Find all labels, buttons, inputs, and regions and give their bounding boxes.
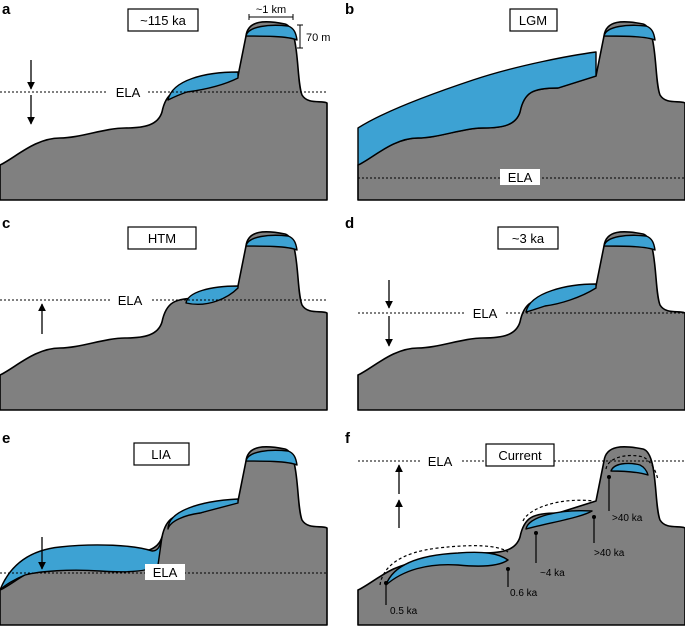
age-label-40-upper: >40 ka — [612, 513, 643, 524]
scale-height-label: 70 m — [306, 32, 330, 44]
ice-summit-cap — [603, 24, 656, 41]
ela-label-bg — [420, 453, 460, 469]
period-label: LIA — [151, 447, 171, 462]
period-label: HTM — [148, 231, 176, 246]
sample-markers: 0.5 ka 0.6 ka ~4 ka >40 ka >40 ka — [384, 475, 643, 617]
ela-label-bg — [110, 292, 150, 308]
ela-label: ELA — [508, 170, 533, 185]
terrain — [357, 230, 685, 411]
ela-label-bg — [500, 169, 540, 185]
panel-letter: d — [345, 215, 354, 232]
ice-summit-cap — [245, 449, 298, 466]
ela-label: ELA — [428, 454, 453, 469]
age-label-0-5: 0.5 ka — [390, 606, 418, 617]
period-label: ~3 ka — [512, 231, 545, 246]
period-label-box — [497, 226, 559, 250]
period-label-box — [133, 442, 190, 466]
panel-e: e ELA LIA — [0, 430, 328, 626]
panel-letter: e — [2, 430, 10, 447]
ela-label: ELA — [116, 85, 141, 100]
ela-label-bg — [465, 305, 505, 321]
panel-letter: c — [2, 215, 10, 232]
scale-width-label: ~1 km — [256, 4, 286, 16]
panel-f: f ELA Current 0.5 ka 0.6 ka ~4 ka — [345, 430, 685, 626]
panel-c: c ELA HTM — [0, 215, 328, 411]
period-label: LGM — [519, 13, 547, 28]
age-label-4: ~4 ka — [540, 568, 565, 579]
age-label-0-6: 0.6 ka — [510, 588, 538, 599]
ice-summit-cap — [603, 234, 656, 251]
former-extent-middle — [522, 499, 595, 522]
ice-summit-cap — [245, 24, 298, 41]
panel-letter: b — [345, 1, 354, 18]
ela-label: ELA — [153, 565, 178, 580]
period-label-box — [127, 8, 199, 32]
ice-lia-glacier — [0, 536, 163, 591]
ice-current-lower — [385, 551, 509, 586]
ice-lower-glacier — [525, 283, 597, 313]
panel-a: a ELA ~115 ka ~1 km 70 m — [0, 1, 330, 201]
ice-lower-glacier — [185, 285, 239, 305]
former-extent-lower — [379, 545, 509, 586]
period-label-box — [485, 443, 555, 467]
ice-summit-cap — [245, 234, 298, 251]
ice-current-summit — [610, 462, 649, 476]
panel-letter: a — [2, 1, 11, 18]
terrain — [0, 445, 328, 626]
panel-letter: f — [345, 430, 351, 447]
period-label: ~115 ka — [140, 13, 186, 28]
period-label: Current — [498, 448, 542, 463]
ice-middle-glacier — [167, 498, 239, 530]
ice-current-middle — [525, 509, 593, 530]
age-label-40-lower: >40 ka — [594, 548, 625, 559]
terrain — [0, 20, 328, 201]
period-label-box — [509, 8, 558, 32]
former-extent-summit — [605, 454, 659, 481]
ice-lower-glacier — [167, 71, 239, 101]
panel-d: d ELA ~3 ka — [345, 215, 685, 411]
terrain — [0, 230, 328, 411]
ela-label: ELA — [118, 293, 143, 308]
ela-label: ELA — [473, 306, 498, 321]
scale-bar: ~1 km 70 m — [248, 4, 330, 49]
ela-label-bg — [145, 564, 185, 580]
ela-label-bg — [108, 84, 148, 100]
panel-b: b ELA LGM — [345, 1, 685, 201]
ice-lgm-glacier — [357, 51, 597, 166]
period-label-box — [127, 226, 197, 250]
